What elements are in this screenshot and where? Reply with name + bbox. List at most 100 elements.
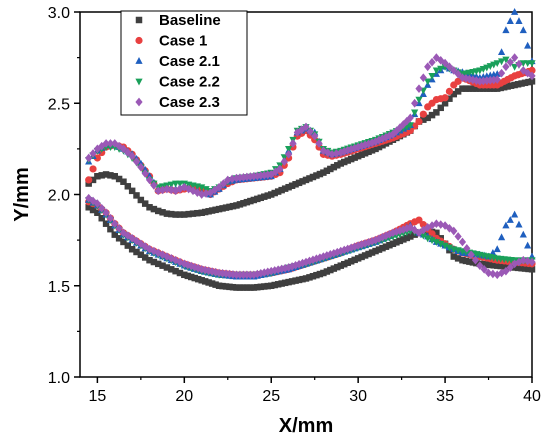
data-point-upper (502, 62, 510, 72)
data-point-upper (137, 196, 145, 204)
x-tick-label: 15 (88, 388, 106, 405)
data-point-lower (506, 216, 514, 223)
data-point-upper (462, 85, 470, 92)
data-point-upper (493, 60, 501, 68)
data-point-upper (133, 192, 140, 199)
data-point-lower (497, 233, 506, 241)
data-point-lower (441, 242, 449, 250)
data-point-lower (458, 237, 467, 247)
data-point-lower (172, 267, 179, 275)
legend-marker (135, 57, 143, 64)
data-point-lower (361, 239, 369, 248)
data-point-upper (185, 210, 192, 218)
data-point-upper (85, 153, 93, 163)
data-point-upper (361, 140, 369, 150)
data-point-lower (85, 193, 93, 203)
data-point-upper (428, 72, 436, 80)
data-point-upper (506, 57, 514, 67)
data-point-lower (419, 225, 427, 235)
data-point-lower (424, 235, 432, 243)
data-point-upper (437, 65, 445, 73)
legend-marker (135, 16, 143, 24)
data-point-upper (274, 188, 282, 195)
data-point-lower (400, 236, 407, 243)
data-point-upper (441, 58, 449, 68)
data-point-upper (415, 84, 423, 93)
data-point-upper (502, 26, 510, 34)
x-axis: 15 20 25 30 35 40 (88, 377, 541, 405)
data-point-lower (278, 264, 286, 274)
data-point-lower (102, 208, 110, 218)
data-point-upper (424, 62, 432, 72)
data-point-lower (347, 258, 355, 265)
data-point-lower (316, 253, 324, 262)
data-point-lower (365, 250, 372, 258)
data-point-upper (198, 209, 205, 216)
data-point-lower (419, 232, 427, 240)
data-point-lower (176, 269, 184, 277)
data-point-upper (181, 211, 188, 218)
data-point-upper (150, 181, 158, 190)
data-point-lower (295, 259, 303, 269)
data-point-upper (519, 66, 527, 75)
data-point-lower (411, 225, 419, 235)
data-point-upper (159, 209, 166, 216)
data-point-upper (424, 78, 432, 86)
data-point-upper (347, 155, 355, 163)
data-point-lower (466, 258, 473, 265)
data-point-upper (85, 180, 92, 187)
data-point-lower (98, 214, 105, 222)
data-point-upper (176, 211, 184, 218)
data-point-upper (111, 173, 119, 180)
data-point-upper (243, 198, 251, 206)
data-point-upper (306, 127, 314, 136)
data-point-lower (93, 199, 101, 208)
data-point-upper (466, 85, 473, 92)
data-point-upper (361, 150, 369, 157)
data-point-lower (518, 264, 525, 272)
data-point-lower (354, 255, 362, 262)
data-point-lower (215, 282, 223, 289)
data-point-upper (392, 126, 400, 136)
data-point-upper (280, 157, 288, 166)
data-point-upper (519, 26, 527, 34)
data-point-lower (358, 253, 365, 261)
data-point-lower (299, 275, 306, 283)
data-point-upper (229, 202, 237, 210)
data-point-lower (309, 273, 317, 280)
data-point-lower (333, 247, 341, 257)
data-point-upper (299, 178, 306, 185)
data-point-upper (309, 173, 317, 181)
data-point-upper (163, 210, 171, 217)
data-point-upper (137, 162, 145, 172)
data-point-lower (382, 243, 390, 250)
legend-item: Baseline (135, 12, 221, 29)
data-point-lower (521, 265, 529, 272)
data-point-lower (222, 283, 230, 290)
data-point-lower (334, 263, 341, 271)
data-point-upper (479, 76, 487, 86)
data-point-upper (476, 85, 484, 92)
data-point-lower (528, 266, 536, 273)
data-point-upper (240, 200, 247, 207)
data-point-lower (471, 255, 480, 265)
data-point-upper (281, 185, 289, 192)
data-point-lower (288, 278, 296, 285)
data-point-lower (281, 279, 289, 287)
legend-label: Case 2.2 (159, 74, 220, 91)
data-point-lower (141, 254, 149, 261)
data-point-upper (454, 69, 462, 79)
data-point-lower (379, 244, 386, 252)
data-point-lower (396, 226, 404, 235)
data-point-upper (432, 67, 440, 75)
data-point-upper (521, 79, 529, 87)
data-point-upper (146, 204, 153, 211)
data-point-lower (515, 220, 523, 228)
data-point-lower (445, 223, 454, 233)
legend-item: Case 2.1 (135, 53, 220, 70)
data-point-lower (295, 276, 303, 284)
data-point-lower (361, 252, 369, 259)
data-point-lower (433, 229, 440, 237)
data-point-lower (493, 262, 501, 269)
data-point-upper (285, 150, 293, 159)
